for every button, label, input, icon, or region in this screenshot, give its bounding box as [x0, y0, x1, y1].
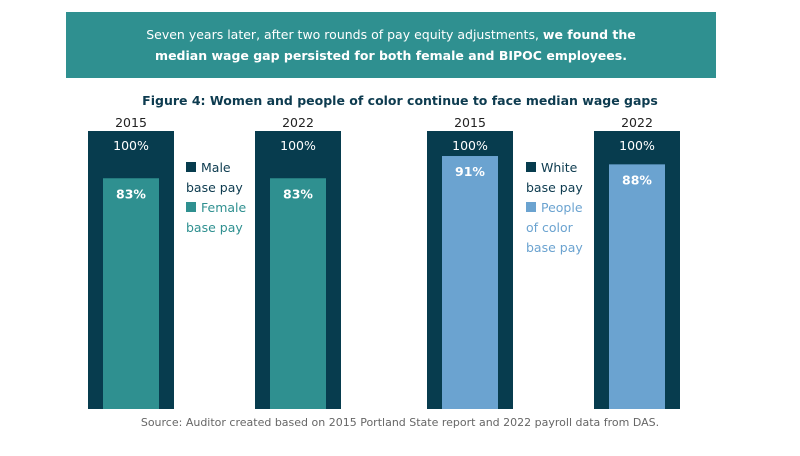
reference-value-label: 100%	[113, 138, 149, 153]
banner-bold-1: we found the	[542, 27, 636, 42]
bar-comparison-race-2022	[609, 164, 665, 409]
comparison-value-label: 88%	[622, 172, 652, 187]
comparison-value-label: 91%	[455, 164, 485, 179]
legend-item-white: White	[526, 158, 583, 178]
year-label: 2022	[282, 115, 314, 130]
comparison-value-label: 83%	[283, 186, 313, 201]
bar-comparison-race-2015	[442, 156, 498, 409]
legend-race: White base pay People of color base pay	[526, 158, 583, 258]
legend-item-poc: People	[526, 198, 583, 218]
figure-title: Figure 4: Women and people of color cont…	[142, 93, 658, 108]
bar-comparison-gender-2015	[103, 178, 159, 409]
legend-swatch-male	[186, 162, 196, 172]
comparison-value-label: 83%	[116, 186, 146, 201]
legend-gender: Male base pay Female base pay	[186, 158, 246, 238]
legend-swatch-white	[526, 162, 536, 172]
legend-swatch-poc	[526, 202, 536, 212]
reference-value-label: 100%	[452, 138, 488, 153]
year-label: 2015	[115, 115, 147, 130]
legend-item-white-2: base pay	[526, 180, 583, 195]
legend-item-poc-3: base pay	[526, 240, 583, 255]
year-label: 2015	[454, 115, 486, 130]
year-label: 2022	[621, 115, 653, 130]
summary-banner: Seven years later, after two rounds of p…	[66, 12, 716, 78]
legend-item-poc-2: of color	[526, 220, 573, 235]
bar-comparison-gender-2022	[270, 178, 326, 409]
banner-text: Seven years later, after two rounds of p…	[146, 27, 539, 42]
legend-item-female: Female	[186, 198, 246, 218]
legend-item-female-2: base pay	[186, 220, 243, 235]
legend-swatch-female	[186, 202, 196, 212]
source-note: Source: Auditor created based on 2015 Po…	[140, 416, 660, 429]
legend-item-male: Male	[186, 158, 246, 178]
legend-item-male-2: base pay	[186, 180, 243, 195]
reference-value-label: 100%	[280, 138, 316, 153]
banner-bold-2: median wage gap persisted for both femal…	[155, 48, 627, 63]
reference-value-label: 100%	[619, 138, 655, 153]
